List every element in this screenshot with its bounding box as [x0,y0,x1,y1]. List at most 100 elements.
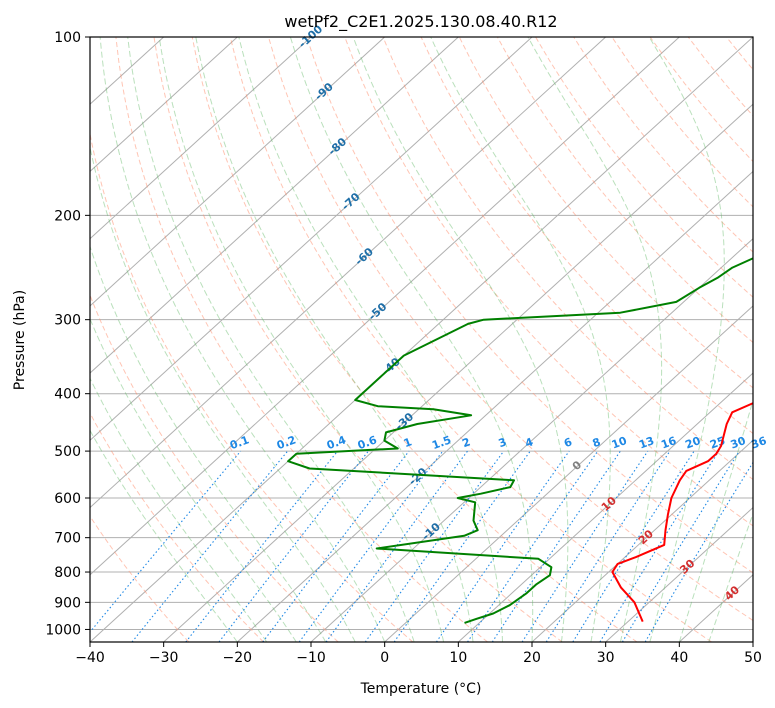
moist-adiabat-line [90,244,327,642]
moist-adiabat-line [90,317,297,642]
mixing-ratio-line [131,450,289,642]
dry-adiabat-line [496,37,753,344]
mixing-ratio-line [621,450,740,642]
isotherm-line [163,103,753,642]
mixing-ratio-label: 20 [683,434,702,452]
y-tick-label: 800 [54,565,81,581]
mixing-ratio-label: 30 [729,434,748,452]
moist-adiabat-line [430,37,611,642]
dry-adiabat-line [420,37,753,435]
dry-adiabat-line [344,37,753,527]
dry-adiabat-line [268,37,753,622]
mixing-ratio-label: 16 [659,434,678,452]
isotherm-line [90,37,680,576]
moist-adiabat-line [238,37,503,642]
moist-adiabat-line [527,37,663,642]
mixing-ratio-label: 2 [460,435,472,450]
mixing-ratio-label: 13 [637,434,656,451]
y-tick-label: 400 [54,387,81,403]
y-tick-label: 700 [54,531,81,547]
mixing-ratio-line [467,450,599,642]
x-axis: −40 −30 −20 −10 0 10 20 30 40 50 [75,642,762,666]
y-axis-title: Pressure (hPa) [12,290,28,390]
isotherm-line [236,170,753,642]
y-tick-label: 200 [54,208,81,224]
dry-adiabat-line [229,37,712,642]
mixing-ratio-line [364,450,505,642]
plot-frame [89,36,754,643]
isotherm-line [90,37,386,307]
dry-adiabat-line [306,37,753,574]
y-tick-label: 900 [54,595,81,611]
dewpoint-profile-line [287,257,753,624]
dry-adiabat-line [153,37,563,642]
profile-lines [287,257,753,624]
y-tick-label: 300 [54,313,81,329]
moist-adiabat-line [195,37,474,642]
mixing-ratio-line [491,450,621,642]
dry-adiabat-line [382,37,753,481]
isotherm-line [90,37,607,509]
mixing-ratio-line [90,450,242,633]
background-lines [90,37,753,642]
chart-title: wetPf2_C2E1.2025.130.08.40.R12 [284,12,557,32]
moist-adiabat-line [158,37,445,642]
mixing-ratio-line [185,450,339,642]
isotherm-line [90,37,238,173]
mixing-ratio-label: 10 [610,434,629,452]
moist-adiabat-line [289,37,534,642]
x-tick-label: 10 [449,650,467,666]
mixing-ratio-label: 3 [497,435,509,450]
mixing-ratio-line [393,450,531,642]
dry-adiabat-line [90,131,414,642]
x-tick-label: 0 [380,650,389,666]
x-axis-title: Temperature (°C) [360,681,482,697]
mixing-ratio-line [262,450,410,642]
x-tick-label: 40 [670,650,688,666]
mixing-ratio-label: 4 [523,435,535,450]
mixing-ratio-label: 0.2 [275,433,298,452]
moist-adiabat-line [90,144,356,642]
dry-adiabat-line [535,37,753,298]
moist-adiabat-line [99,37,386,642]
x-tick-label: 20 [523,650,541,666]
isotherm-line [90,37,753,642]
mixing-ratio-line [298,450,444,642]
dry-adiabat-line [191,37,638,642]
mixing-ratio-line [435,450,570,642]
x-tick-label: −20 [223,650,253,666]
mixing-ratio-label: 8 [591,435,603,450]
x-tick-label: −40 [75,650,105,666]
isotherm-line [605,506,753,642]
moist-adiabat-line [678,398,753,642]
x-tick-label: 30 [597,650,615,666]
x-tick-label: −10 [296,650,326,666]
mixing-ratio-line [325,450,468,642]
moist-adiabat-line [127,37,415,642]
moist-adiabat-line [90,377,268,642]
mixing-ratio-label: 0.6 [356,433,379,452]
x-tick-label: 50 [744,650,762,666]
dry-adiabat-line [90,412,264,642]
isotherm-line [531,439,753,642]
y-axis: 100 200 300 400 500 600 700 800 900 1000 [45,30,90,638]
mixing-ratio-label: 6 [562,435,574,450]
dry-adiabat-line [115,37,488,642]
y-tick-label: 500 [54,444,81,460]
mixing-ratio-label: 1.5 [430,433,453,452]
y-tick-label: 100 [54,30,81,46]
x-tick-label: −30 [149,650,179,666]
isotherm-line [457,372,753,642]
mixing-ratio-labels: 0.1 0.2 0.4 0.6 1 1.5 2 3 4 6 8 10 13 16 20 25 30 36 [228,433,769,452]
mixing-ratio-line [545,450,671,642]
isotherm-line [90,37,533,442]
moist-adiabat-line [90,429,238,642]
temperature-profile-line [611,402,753,622]
mixing-ratio-label: 0.1 [228,433,251,452]
mixing-ratio-line [572,450,695,642]
mixing-ratio-line [521,450,649,642]
y-tick-label: 1000 [45,622,81,638]
isotherm-line [384,305,753,642]
mixing-ratio-label: 36 [749,434,768,452]
